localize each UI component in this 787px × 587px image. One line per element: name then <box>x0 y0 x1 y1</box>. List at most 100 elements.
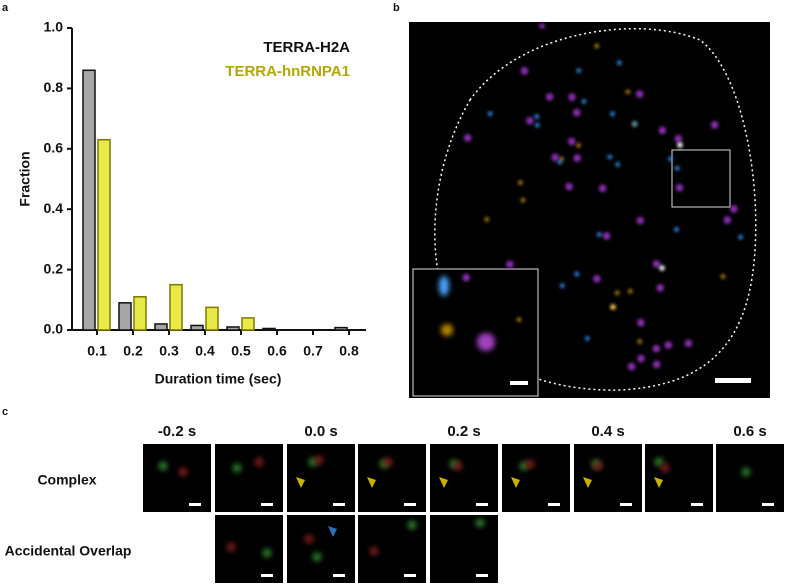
spot <box>668 156 673 162</box>
spot <box>383 457 393 467</box>
bar <box>118 302 132 331</box>
frame-image <box>430 515 498 583</box>
bar <box>97 138 111 331</box>
frame-background <box>143 444 211 512</box>
arrow <box>511 477 520 488</box>
x-tick-label: 0.5 <box>231 343 251 359</box>
spot <box>627 362 636 371</box>
spot <box>178 467 188 477</box>
spot <box>439 276 449 296</box>
spot <box>518 180 523 186</box>
panel-label: b <box>393 2 400 14</box>
y-tick-label: 0.0 <box>44 321 64 337</box>
scale-bar <box>691 503 703 506</box>
bar <box>82 69 96 331</box>
y-tick-label: 0.2 <box>44 260 64 276</box>
spot <box>525 459 535 469</box>
spot <box>610 111 615 117</box>
spot <box>674 134 683 143</box>
spot <box>565 182 573 191</box>
row-label: Complex <box>37 472 96 488</box>
y-tick-label: 1.0 <box>44 19 64 35</box>
spot <box>584 336 590 341</box>
arrow <box>328 526 337 537</box>
scale-bar <box>261 503 273 506</box>
spot <box>635 90 644 98</box>
spot <box>539 23 545 29</box>
spot <box>738 234 744 240</box>
bar <box>262 327 276 331</box>
scale-bar <box>762 503 774 506</box>
spot <box>463 134 472 142</box>
scale-bar <box>715 378 751 383</box>
legend-label: TERRA-H2A <box>263 39 350 56</box>
spot <box>232 463 242 473</box>
spot <box>545 93 554 101</box>
spot <box>720 274 726 279</box>
frame-image <box>358 515 426 583</box>
spot <box>636 216 645 225</box>
spot <box>593 461 603 471</box>
time-label: -0.2 s <box>158 423 196 440</box>
legend-label: TERRA-hnRNPA1 <box>225 63 350 80</box>
spot <box>615 162 621 167</box>
spot <box>636 318 645 327</box>
spot <box>369 546 379 556</box>
spot <box>534 122 540 128</box>
spot <box>314 455 324 465</box>
scale-bar <box>476 503 488 506</box>
spot <box>581 99 587 104</box>
spot <box>304 534 314 544</box>
spot <box>723 216 732 224</box>
frame-image <box>215 515 283 583</box>
frame-image <box>430 444 498 512</box>
spot <box>520 67 529 75</box>
spot <box>652 360 661 369</box>
bar <box>205 306 219 331</box>
spot <box>573 154 581 162</box>
spot <box>637 339 643 344</box>
spot <box>576 68 582 74</box>
x-tick-label: 0.4 <box>195 343 215 359</box>
spot <box>567 137 576 146</box>
x-tick-label: 0.8 <box>339 343 359 359</box>
spot <box>674 227 679 232</box>
frame-image <box>716 444 784 512</box>
bar <box>241 317 255 331</box>
scale-bar <box>510 381 528 385</box>
frame-background <box>215 444 283 512</box>
spot <box>684 339 693 348</box>
frame-image <box>287 444 355 512</box>
frame-image <box>287 515 355 583</box>
scale-bar <box>404 503 416 506</box>
spot <box>475 518 485 528</box>
spot <box>559 283 565 289</box>
spot <box>574 271 580 277</box>
spot <box>652 260 661 268</box>
inset <box>412 268 539 397</box>
spot <box>610 304 616 310</box>
time-label: 0.4 s <box>591 423 624 440</box>
bar <box>334 326 348 331</box>
bar <box>169 283 183 331</box>
y-axis-label: Fraction <box>17 151 33 206</box>
scale-bar <box>261 574 273 577</box>
spot <box>312 552 322 562</box>
spot <box>576 142 581 148</box>
frame-background <box>430 515 498 583</box>
spot <box>441 324 453 336</box>
spot <box>573 108 581 117</box>
spot <box>625 89 631 95</box>
spot <box>658 126 667 135</box>
frame-image <box>574 444 642 512</box>
arrow <box>654 477 663 488</box>
spot <box>453 461 463 471</box>
spot <box>557 159 563 165</box>
spot <box>593 274 601 283</box>
spot <box>407 520 417 530</box>
spot <box>675 183 684 192</box>
spot <box>226 542 236 552</box>
time-label: 0.0 s <box>304 423 337 440</box>
spot <box>664 341 673 349</box>
